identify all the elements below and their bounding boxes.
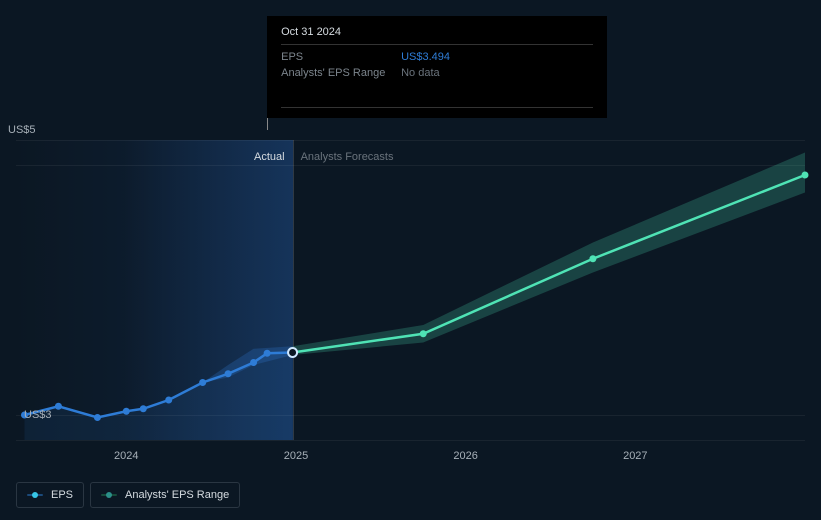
x-axis-label: 2027 — [623, 450, 647, 462]
tooltip-key: Analysts' EPS Range — [281, 67, 401, 79]
legend: EPS Analysts' EPS Range — [16, 482, 240, 508]
tooltip-row-eps: EPS US$3.494 — [281, 49, 593, 65]
x-axis-label: 2024 — [114, 450, 138, 462]
legend-item-eps-range[interactable]: Analysts' EPS Range — [90, 482, 240, 508]
tooltip-value: No data — [401, 67, 440, 79]
tooltip: Oct 31 2024 EPS US$3.494 Analysts' EPS R… — [267, 16, 607, 118]
plot-svg — [16, 140, 805, 440]
x-axis-label: 2025 — [284, 450, 308, 462]
tooltip-anchor-tick — [267, 118, 268, 130]
legend-swatch-icon — [27, 491, 43, 499]
legend-label: Analysts' EPS Range — [125, 489, 229, 501]
actual-label: Actual — [254, 151, 285, 163]
plot-area: Actual Analysts Forecasts US$3 — [16, 140, 805, 440]
legend-label: EPS — [51, 489, 73, 501]
y-axis-label-5: US$5 — [8, 124, 36, 136]
y-axis-label-3: US$3 — [24, 409, 52, 421]
legend-item-eps[interactable]: EPS — [16, 482, 84, 508]
legend-swatch-icon — [101, 491, 117, 499]
tooltip-key: EPS — [281, 51, 401, 63]
x-axis-label: 2026 — [453, 450, 477, 462]
tooltip-date: Oct 31 2024 — [281, 26, 593, 45]
forecast-label: Analysts Forecasts — [301, 151, 394, 163]
chart-container: US$5 Actual Analysts Forecasts US$3 Oct … — [0, 0, 821, 520]
tooltip-value: US$3.494 — [401, 51, 450, 63]
tooltip-row-range: Analysts' EPS Range No data — [281, 65, 593, 81]
